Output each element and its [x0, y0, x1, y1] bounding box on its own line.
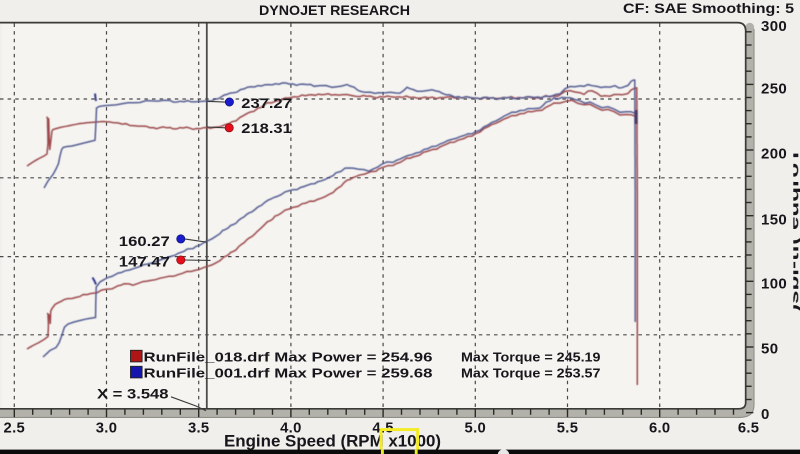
svg-text:6.5: 6.5	[738, 420, 759, 436]
svg-text:200: 200	[761, 146, 787, 163]
svg-text:50: 50	[761, 341, 778, 358]
svg-text:3.0: 3.0	[96, 420, 117, 436]
svg-text:100: 100	[761, 275, 787, 292]
svg-text:218.31: 218.31	[241, 121, 292, 136]
svg-text:X = 3.548: X = 3.548	[97, 386, 169, 401]
svg-text:150: 150	[761, 211, 787, 228]
svg-text:237.27: 237.27	[241, 96, 291, 111]
svg-text:4.0: 4.0	[280, 420, 301, 436]
svg-text:147.47: 147.47	[119, 254, 170, 269]
svg-text:RunFile_001.drf Max Power = 25: RunFile_001.drf Max Power = 259.68	[144, 365, 433, 380]
svg-text:Max Torque = 245.19: Max Torque = 245.19	[461, 349, 601, 364]
svg-text:DYNOJET RESEARCH: DYNOJET RESEARCH	[259, 2, 410, 18]
svg-text:5.5: 5.5	[557, 420, 578, 436]
svg-text:6.0: 6.0	[649, 420, 670, 436]
svg-text:300: 300	[761, 18, 787, 35]
svg-text:250: 250	[761, 80, 787, 97]
svg-text:CF: SAE Smoothing: 5: CF: SAE Smoothing: 5	[623, 1, 794, 16]
svg-text:3.5: 3.5	[188, 420, 209, 436]
svg-text:0: 0	[761, 406, 770, 423]
svg-text:2.5: 2.5	[4, 420, 25, 436]
svg-text:Engine Speed (RPM x1000): Engine Speed (RPM x1000)	[224, 433, 441, 451]
svg-text:160.27: 160.27	[119, 234, 170, 249]
svg-text:5.0: 5.0	[465, 420, 486, 436]
svg-text:)sbl-tf( euqroT: )sbl-tf( euqroT	[786, 148, 800, 312]
svg-text:Max Torque = 253.57: Max Torque = 253.57	[461, 365, 601, 380]
svg-text:RunFile_018.drf Max Power = 25: RunFile_018.drf Max Power = 254.96	[144, 349, 433, 364]
